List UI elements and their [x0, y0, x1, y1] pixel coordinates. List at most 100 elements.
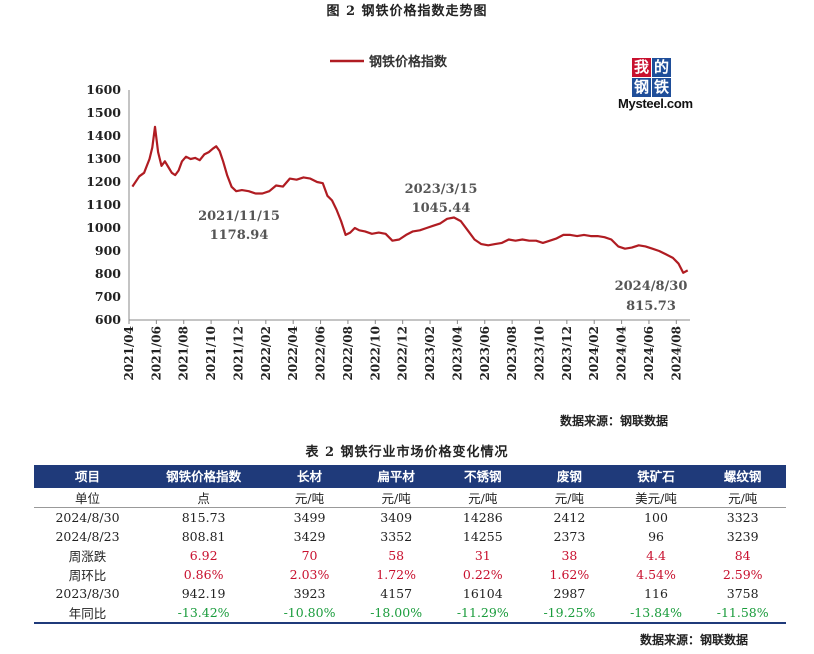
table-cell: 16104	[462, 585, 503, 601]
price-change-table: 项目 钢铁价格指数 长材 扁平材 不锈钢 废钢 铁矿石 螺纹钢 单位点元/吨 元/…	[34, 465, 786, 624]
logo-char: 的	[652, 58, 671, 77]
table-cell: 2987	[553, 585, 586, 601]
annotation-date: 2024/8/30	[615, 279, 688, 294]
table-row: 周涨跌 6.92 70 58 31 38 4.4 84	[34, 546, 786, 565]
table-cell: 3758	[726, 585, 759, 601]
annotation-date: 2021/11/15	[198, 209, 280, 224]
table-cell: 6.92	[189, 547, 218, 563]
table-header-cell: 不锈钢	[439, 465, 527, 488]
table-row: 周环比 0.86% 2.03% 1.72% 0.22% 1.62% 4.54% 2.59%	[34, 565, 786, 584]
table-header-cell: 铁矿石	[612, 465, 700, 488]
table-cell: 808.81	[181, 528, 226, 544]
table-cell: 58	[388, 547, 405, 563]
y-tick-label: 900	[95, 243, 121, 258]
table-cell: -11.58%	[699, 602, 786, 624]
x-tick-label: 2022/06	[314, 326, 328, 380]
x-tick-label: 2021/10	[204, 326, 218, 380]
table-cell: -11.29%	[439, 602, 527, 624]
table-cell: 1.72%	[376, 566, 417, 582]
table-cell: 84	[734, 547, 751, 563]
table-title: 表 2 钢铁行业市场价格变化情况	[305, 445, 509, 460]
chart-source: 数据来源：钢联数据	[560, 414, 669, 428]
table-cell: 美元/吨	[612, 487, 700, 508]
table-row: 年同比 -13.42% -10.80% -18.00% -11.29% -19.25% -1…	[34, 602, 786, 624]
x-tick-label: 2021/04	[122, 326, 136, 380]
x-tick-label: 2022/04	[286, 326, 300, 380]
figure-title: 图 2 钢铁价格指数走势图	[326, 4, 488, 19]
logo-char: 我	[632, 58, 651, 77]
table-cell: 38	[561, 547, 578, 563]
mysteel-logo: 我 的 钢 铁 Mysteel.com	[612, 58, 712, 114]
y-tick-label: 1600	[86, 82, 121, 97]
table-cell: 3323	[726, 509, 759, 525]
table-source: 数据来源：钢联数据	[640, 633, 749, 647]
x-tick-label: 2022/10	[368, 326, 382, 380]
x-tick-label: 2024/04	[615, 326, 629, 380]
price-index-line	[131, 125, 689, 274]
y-tick-label: 1500	[86, 105, 121, 120]
logo-brand: Mysteel.com	[618, 96, 693, 111]
logo-char: 钢	[632, 78, 651, 97]
y-tick-label: 1400	[86, 128, 121, 143]
row-label: 2023/8/30	[55, 585, 120, 601]
x-tick-label: 2024/02	[587, 326, 601, 380]
table-cell: 2412	[553, 509, 586, 525]
x-tick-label: 2023/12	[560, 326, 574, 380]
table-cell: 2.03%	[289, 566, 330, 582]
annotation-value: 1178.94	[210, 228, 269, 243]
logo-char: 铁	[652, 78, 671, 97]
price-index-chart: 1600 1500 1400 1300 1200 1100 1000 900 800 700 600…	[86, 54, 690, 380]
legend-label: 钢铁价格指数	[369, 54, 448, 70]
table-header-cell: 螺纹钢	[699, 465, 786, 488]
x-tick-label: 2023/10	[532, 326, 546, 380]
table-cell: 14286	[462, 509, 503, 525]
table-cell: 96	[648, 528, 664, 544]
table-cell: 116	[644, 585, 668, 601]
table-cell: 3499	[293, 509, 326, 525]
x-tick-label: 2022/02	[259, 326, 273, 380]
table-cell: 元/吨	[266, 487, 353, 508]
y-tick-label: 1100	[86, 197, 121, 212]
table-header-cell: 废钢	[526, 465, 613, 488]
table-cell: 0.22%	[462, 566, 503, 582]
table-cell: 4.54%	[636, 566, 676, 582]
table-cell: 100	[644, 509, 668, 525]
table-cell: 元/吨	[526, 487, 613, 508]
table-cell: 2373	[553, 528, 586, 544]
x-tick-label: 2023/04	[450, 326, 464, 380]
row-label: 周涨跌	[68, 548, 107, 564]
table-cell: 70	[301, 547, 318, 563]
table-cell: 815.73	[181, 509, 226, 525]
x-tick-label: 2021/12	[231, 326, 245, 380]
row-label: 单位	[34, 487, 141, 508]
table-header-cell: 扁平材	[352, 465, 440, 488]
table-cell: -13.42%	[141, 602, 267, 624]
y-tick-label: 800	[95, 266, 121, 281]
y-tick-label: 1300	[86, 151, 121, 166]
table-cell: -10.80%	[266, 602, 353, 624]
x-tick-label: 2022/12	[396, 326, 410, 380]
table-cell: 元/吨	[439, 487, 527, 508]
table-cell: 14255	[462, 528, 503, 544]
x-tick-label: 2021/06	[149, 326, 163, 380]
table-cell: 31	[474, 547, 491, 563]
y-tick-label: 1000	[86, 220, 121, 235]
table-cell: -18.00%	[352, 602, 440, 624]
row-label: 周环比	[68, 567, 107, 583]
table-cell: 2.59%	[722, 566, 763, 582]
x-tick-label: 2022/08	[341, 326, 355, 380]
table-cell: 3923	[293, 585, 326, 601]
table-cell: 元/吨	[699, 487, 786, 508]
table-header-cell: 钢铁价格指数	[141, 465, 267, 488]
table-cell: 点	[141, 487, 267, 508]
y-tick-label: 1200	[86, 174, 121, 189]
table-header-cell: 长材	[266, 465, 353, 488]
table-row: 2023/8/30 942.19 3923 4157 16104 2987 116 3758	[34, 584, 786, 603]
table-cell: 4.4	[646, 547, 666, 563]
table-cell: 3429	[293, 528, 326, 544]
x-tick-label: 2024/08	[669, 326, 683, 380]
annotation-value: 815.73	[626, 299, 676, 314]
x-tick-label: 2024/06	[642, 326, 656, 380]
table-cell: 0.86%	[183, 566, 224, 582]
table-row: 2024/8/30 815.73 3499 3409 14286 2412 100 3323	[34, 508, 786, 527]
